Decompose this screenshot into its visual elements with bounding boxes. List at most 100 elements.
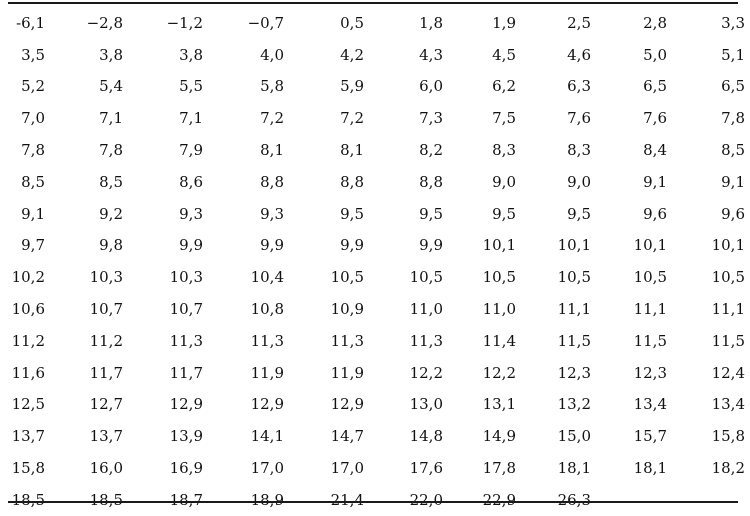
table-row: 11,6 11,7 11,7 11,9 11,9 12,2 12,2 12,3 12,3 12,4	[0, 357, 745, 389]
table-cell: 17,0	[330, 459, 364, 478]
table-cell: 18,5	[89, 490, 123, 509]
table-cell: 3,8	[99, 45, 123, 64]
table-cell: 11,3	[330, 331, 364, 350]
values-table-body: -6,1 −2,8 −1,2 −0,7 0,5 1,8 1,9 2,5 2,8 3,3 3,5 3,8…	[0, 7, 745, 516]
table-cell: 9,7	[21, 236, 45, 255]
table-cell: 7,8	[99, 141, 123, 160]
table-cell: 16,0	[89, 459, 123, 478]
table-cell: 13,4	[711, 395, 745, 414]
table-cell: 6,3	[567, 77, 591, 96]
table-cell: 5,4	[99, 77, 123, 96]
table-cell: 9,5	[492, 204, 516, 223]
table-row: 5,2 5,4 5,5 5,8 5,9 6,0 6,2 6,3 6,5 6,5	[0, 71, 745, 103]
table-cell: 10,1	[482, 236, 516, 255]
table-cell: 17,6	[409, 459, 443, 478]
table-cell: 10,8	[250, 300, 284, 319]
table-cell: 17,8	[482, 459, 516, 478]
table-cell: 11,5	[633, 331, 667, 350]
table-cell: 8,8	[340, 172, 364, 191]
table-cell: 8,5	[99, 172, 123, 191]
table-cell: 10,7	[169, 300, 203, 319]
table-cell: 11,3	[409, 331, 443, 350]
table-cell: 10,1	[633, 236, 667, 255]
table-cell: 10,1	[557, 236, 591, 255]
table-cell: 11,7	[89, 363, 123, 382]
table-cell: 6,2	[492, 77, 516, 96]
table-cell: 5,2	[21, 77, 45, 96]
table-cell: 8,6	[179, 172, 203, 191]
table-cell: 18,1	[633, 459, 667, 478]
table-cell: 10,3	[89, 268, 123, 287]
table-cell: 15,8	[711, 427, 745, 446]
table-cell: 9,9	[179, 236, 203, 255]
table-cell: 5,9	[340, 77, 364, 96]
table-cell: 10,7	[89, 300, 123, 319]
table-cell: 9,9	[419, 236, 443, 255]
table-cell: 9,3	[179, 204, 203, 223]
table-row: 18,5 18,5 18,7 18,9 21,4 22,0 22,9 26,3	[0, 484, 745, 516]
table-cell: 12,9	[330, 395, 364, 414]
table-cell: 7,1	[99, 109, 123, 128]
table-cell: 12,2	[482, 363, 516, 382]
table-cell: 11,3	[250, 331, 284, 350]
table-cell: 9,6	[721, 204, 745, 223]
table-cell: 9,5	[419, 204, 443, 223]
table-cell: 11,0	[409, 300, 443, 319]
table-cell: 7,6	[643, 109, 667, 128]
table-cell: 13,7	[11, 427, 45, 446]
table-cell: 7,9	[179, 141, 203, 160]
table-cell: -6,1	[16, 13, 45, 32]
table-cell: 4,3	[419, 45, 443, 64]
table-cell: 4,0	[260, 45, 284, 64]
table-cell: 18,5	[11, 490, 45, 509]
table-cell: 8,5	[721, 141, 745, 160]
table-cell: 10,5	[557, 268, 591, 287]
table-cell: 1,9	[492, 13, 516, 32]
table-cell: 18,2	[711, 459, 745, 478]
table-cell: 9,5	[567, 204, 591, 223]
table-cell: 2,8	[643, 13, 667, 32]
table-cell: 8,8	[419, 172, 443, 191]
table-cell: 16,9	[169, 459, 203, 478]
table-cell: 11,1	[711, 300, 745, 319]
table-cell: 9,0	[567, 172, 591, 191]
table-cell: 13,2	[557, 395, 591, 414]
table-cell: 9,0	[492, 172, 516, 191]
table-cell: 8,3	[567, 141, 591, 160]
table-cell: 11,1	[557, 300, 591, 319]
table-cell: 13,1	[482, 395, 516, 414]
table-cell: 14,8	[409, 427, 443, 446]
table-cell: 14,9	[482, 427, 516, 446]
table-cell: 14,7	[330, 427, 364, 446]
table-row: 15,8 16,0 16,9 17,0 17,0 17,6 17,8 18,1 18,1 18,2	[0, 452, 745, 484]
table-cell: 7,6	[567, 109, 591, 128]
table-cell: 10,2	[11, 268, 45, 287]
table-cell	[591, 484, 667, 516]
table-cell: 15,0	[557, 427, 591, 446]
table-cell: 7,0	[21, 109, 45, 128]
table-cell: 15,7	[633, 427, 667, 446]
table-cell: 8,4	[643, 141, 667, 160]
table-cell: 10,5	[330, 268, 364, 287]
table-row: 13,7 13,7 13,9 14,1 14,7 14,8 14,9 15,0 15,7 15,8	[0, 420, 745, 452]
table-row: 7,0 7,1 7,1 7,2 7,2 7,3 7,5 7,6 7,6 7,8	[0, 102, 745, 134]
table-cell: 7,2	[260, 109, 284, 128]
table-cell: 8,1	[340, 141, 364, 160]
table-row: 10,6 10,7 10,7 10,8 10,9 11,0 11,0 11,1 11,1 11,1	[0, 293, 745, 325]
table-cell: 11,7	[169, 363, 203, 382]
table-row: 3,5 3,8 3,8 4,0 4,2 4,3 4,5 4,6 5,0 5,1	[0, 39, 745, 71]
table-cell: 4,6	[567, 45, 591, 64]
table-cell: −0,7	[247, 13, 284, 32]
table-cell: 7,5	[492, 109, 516, 128]
table-cell: 9,6	[643, 204, 667, 223]
table-cell: 15,8	[11, 459, 45, 478]
table-cell: 7,3	[419, 109, 443, 128]
table-cell: 7,8	[21, 141, 45, 160]
table-cell: 8,3	[492, 141, 516, 160]
table-cell: 12,2	[409, 363, 443, 382]
table-cell: 8,2	[419, 141, 443, 160]
table-cell: 11,5	[557, 331, 591, 350]
table-cell: 12,3	[557, 363, 591, 382]
bottom-rule	[8, 501, 738, 503]
